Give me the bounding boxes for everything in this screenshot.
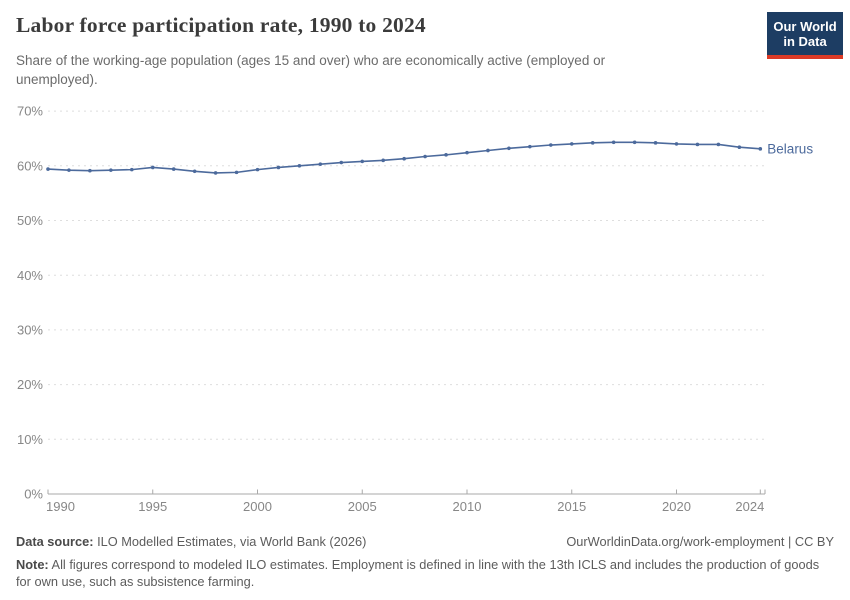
data-point[interactable] [528, 144, 532, 149]
footer-note: Note: All figures correspond to modeled … [16, 556, 834, 591]
data-point[interactable] [695, 142, 700, 147]
y-tick-label: 20% [17, 377, 43, 392]
y-tick-label: 10% [17, 432, 43, 447]
data-point[interactable] [130, 167, 134, 172]
data-point[interactable] [46, 167, 50, 171]
data-point[interactable] [150, 165, 155, 170]
data-point[interactable] [632, 140, 637, 145]
x-tick-label: 1995 [138, 499, 167, 514]
y-tick-label: 60% [17, 158, 43, 173]
x-tick-label: 2000 [243, 499, 272, 514]
owid-logo-line1: Our World [773, 19, 837, 34]
x-tick-label: 2024 [735, 499, 764, 514]
data-point[interactable] [88, 168, 92, 173]
chart-title: Labor force participation rate, 1990 to … [16, 13, 426, 37]
data-point[interactable] [569, 142, 574, 146]
y-tick-label: 30% [17, 322, 43, 337]
data-point[interactable] [318, 162, 323, 166]
data-point[interactable] [486, 148, 490, 153]
owid-logo[interactable]: Our World in Data [767, 12, 843, 59]
x-tick-label: 1990 [46, 499, 75, 514]
data-point[interactable] [109, 168, 113, 172]
y-tick-label: 0% [24, 487, 43, 502]
data-point[interactable] [67, 168, 71, 172]
data-point[interactable] [653, 141, 658, 145]
data-point[interactable] [507, 146, 511, 151]
data-point[interactable] [276, 165, 281, 170]
x-tick-label: 2010 [453, 499, 482, 514]
data-point[interactable] [758, 147, 763, 151]
data-point[interactable] [360, 159, 365, 164]
note-text: All figures correspond to modeled ILO es… [16, 557, 820, 590]
owid-logo-line2: in Data [783, 34, 827, 50]
y-tick-label: 40% [17, 268, 43, 283]
y-tick-label: 50% [17, 213, 43, 228]
data-source: Data source: ILO Modelled Estimates, via… [16, 534, 366, 549]
data-point[interactable] [465, 150, 469, 155]
data-source-text: ILO Modelled Estimates, via World Bank (… [93, 534, 367, 549]
data-point[interactable] [444, 153, 448, 157]
data-point[interactable] [255, 167, 260, 172]
note-label: Note: [16, 557, 49, 572]
data-point[interactable] [171, 167, 176, 171]
data-point[interactable] [213, 171, 218, 175]
x-tick-label: 2020 [662, 499, 691, 514]
data-point[interactable] [297, 164, 302, 168]
chart-subtitle: Share of the working-age population (age… [16, 53, 606, 88]
line-chart[interactable]: 0% 10% 20% 30% 40% 50% 60% 70% 1990 1995 2000 2005 2… [0, 98, 850, 530]
y-tick-label: 70% [17, 104, 43, 119]
data-source-label: Data source: [16, 534, 94, 549]
x-tick-label: 2015 [557, 499, 586, 514]
data-point[interactable] [737, 145, 742, 150]
data-point[interactable] [674, 142, 679, 146]
series-end-label: Belarus [767, 142, 813, 157]
data-point[interactable] [611, 140, 616, 145]
data-point[interactable] [423, 154, 427, 159]
data-point[interactable] [381, 158, 386, 163]
data-point[interactable] [549, 143, 553, 147]
data-point[interactable] [402, 156, 406, 161]
data-point[interactable] [716, 142, 721, 147]
data-point[interactable] [590, 141, 595, 145]
owid-url-link[interactable]: OurWorldinData.org/work-employment | CC … [566, 534, 834, 549]
data-point[interactable] [192, 169, 197, 174]
footer-source-row: Data source: ILO Modelled Estimates, via… [16, 534, 834, 549]
data-point[interactable] [339, 160, 344, 165]
data-point[interactable] [234, 170, 239, 175]
x-tick-label: 2005 [348, 499, 377, 514]
